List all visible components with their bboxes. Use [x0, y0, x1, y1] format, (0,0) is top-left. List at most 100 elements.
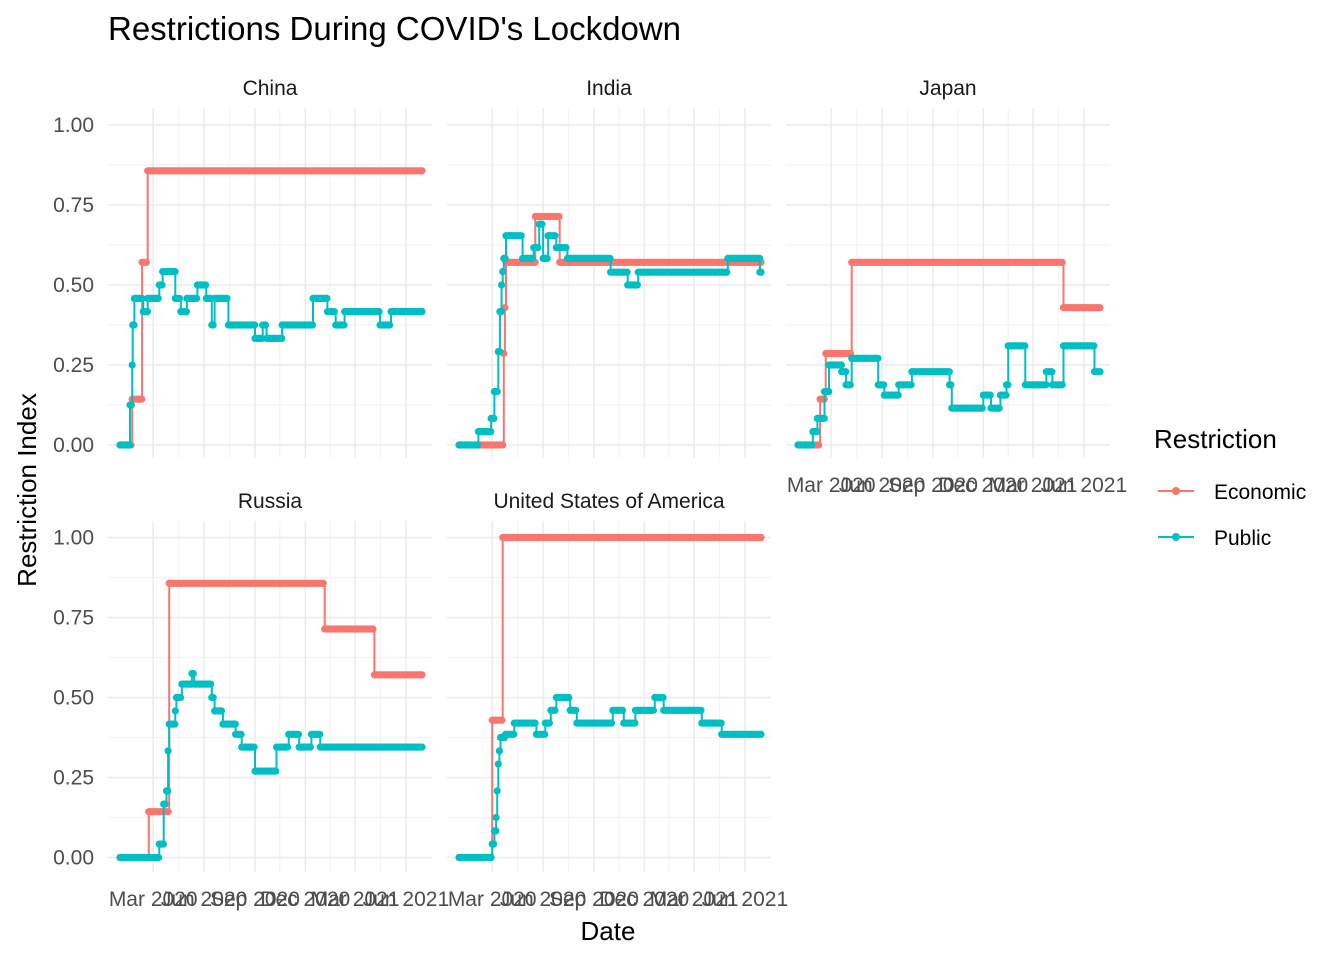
data-point — [1021, 342, 1029, 350]
data-point — [319, 579, 327, 587]
data-point — [496, 348, 504, 356]
data-point — [154, 294, 162, 302]
x-tick-label: Mar 2021 — [989, 474, 1078, 497]
data-point — [126, 441, 134, 449]
y-tick-label: 1.00 — [53, 527, 94, 550]
y-tick-label: 1.00 — [53, 114, 94, 137]
data-point — [164, 808, 172, 816]
data-point — [995, 404, 1003, 412]
data-point — [538, 220, 546, 228]
data-point — [1042, 381, 1050, 389]
data-point — [487, 428, 495, 436]
x-tick-label: Mar 2020 — [787, 474, 876, 497]
data-point — [825, 388, 833, 396]
series-points-public — [794, 342, 1104, 449]
data-point — [155, 853, 163, 862]
data-point — [510, 730, 518, 738]
x-tick-label: Jun 2021 — [1041, 474, 1127, 497]
series-points-public — [116, 669, 426, 862]
data-point — [717, 719, 725, 727]
series-line-public — [120, 672, 422, 859]
panel-label: Japan — [919, 77, 976, 100]
data-point — [182, 308, 190, 316]
y-tick-label: 0.75 — [53, 194, 94, 217]
data-point — [757, 730, 765, 738]
data-point — [171, 707, 179, 715]
data-point — [189, 669, 197, 678]
series-line-economic — [120, 582, 422, 859]
data-point — [306, 743, 314, 751]
panels: China 0.00 0.25 0.50 0.75 1.00 India Japan Mar 2… — [53, 77, 1127, 911]
data-point — [517, 232, 525, 240]
data-point — [164, 787, 172, 795]
data-point — [490, 414, 498, 422]
data-point — [541, 730, 549, 738]
data-point — [607, 719, 616, 727]
data-point — [202, 281, 210, 289]
data-point — [138, 294, 146, 302]
data-point — [175, 294, 184, 302]
data-point — [874, 354, 882, 362]
data-point — [490, 840, 498, 848]
panel-label: United States of America — [493, 490, 724, 513]
data-point — [418, 671, 426, 679]
y-tick-label: 0.50 — [53, 274, 94, 297]
x-tick-label: Jun 2020 — [839, 474, 925, 497]
data-point — [1002, 391, 1010, 399]
x-tick-label: Dec 2020 — [599, 888, 689, 911]
data-point — [231, 720, 239, 728]
data-point — [756, 254, 764, 262]
data-point — [473, 441, 482, 449]
x-tick-label: Sep 2020 — [888, 474, 978, 497]
data-point — [487, 853, 495, 862]
data-point — [272, 767, 280, 775]
data-point — [294, 730, 302, 738]
x-tick-label: Dec 2020 — [938, 474, 1028, 497]
data-point — [846, 381, 854, 389]
series-line-economic — [459, 215, 761, 446]
data-point — [375, 308, 383, 316]
data-point — [1090, 342, 1098, 350]
x-tick-label: Sep 2020 — [549, 888, 639, 911]
data-point — [659, 693, 667, 702]
data-point — [498, 281, 506, 289]
data-point — [623, 268, 631, 276]
series-points-public — [455, 220, 765, 449]
data-point — [551, 232, 559, 240]
legend-label-economic: Economic — [1214, 481, 1306, 504]
y-tick-label: 0.25 — [53, 767, 94, 790]
data-point — [497, 308, 505, 316]
series-points-economic — [794, 258, 1104, 449]
data-point — [551, 706, 559, 714]
series-points-economic — [455, 212, 765, 449]
y-tick-label: 0.25 — [53, 354, 94, 377]
data-point — [161, 800, 169, 808]
data-point — [947, 381, 955, 389]
data-point — [193, 294, 201, 302]
data-point — [278, 334, 286, 342]
data-point — [1096, 304, 1104, 312]
data-point — [1048, 368, 1056, 376]
x-tick-label: Jun 2020 — [500, 888, 586, 911]
data-point — [572, 706, 580, 714]
data-point — [492, 813, 500, 822]
chart-title: Restrictions During COVID's Lockdown — [108, 10, 681, 47]
data-point — [207, 680, 215, 688]
data-point — [501, 254, 509, 262]
data-point — [534, 244, 542, 252]
data-point — [880, 381, 888, 389]
data-point — [284, 743, 292, 751]
data-point — [237, 730, 245, 738]
data-point — [209, 321, 217, 329]
x-tick-label: Jun 2021 — [702, 888, 788, 911]
panel-china: China 0.00 0.25 0.50 0.75 1.00 — [53, 77, 432, 458]
data-point — [127, 401, 135, 409]
data-point — [386, 321, 394, 329]
x-tick-label: Dec 2020 — [260, 888, 350, 911]
legend: Restriction Economic Public — [1154, 424, 1306, 550]
panel-label: Russia — [238, 490, 303, 513]
data-point — [945, 368, 953, 376]
data-point — [837, 361, 846, 369]
data-point — [545, 719, 554, 727]
